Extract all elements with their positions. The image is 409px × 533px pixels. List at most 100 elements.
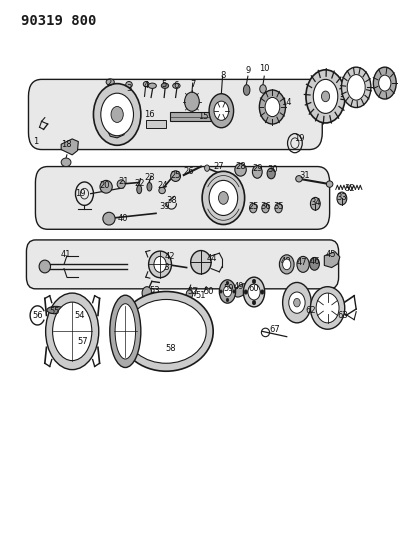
FancyBboxPatch shape bbox=[28, 79, 321, 150]
Text: 27: 27 bbox=[213, 162, 223, 171]
Text: 53: 53 bbox=[149, 286, 160, 295]
Text: 20: 20 bbox=[99, 181, 110, 190]
Ellipse shape bbox=[106, 79, 114, 85]
Ellipse shape bbox=[341, 67, 370, 108]
Ellipse shape bbox=[148, 251, 171, 278]
Text: 58: 58 bbox=[164, 344, 175, 353]
Text: 19: 19 bbox=[75, 189, 85, 198]
Text: 9: 9 bbox=[245, 67, 250, 75]
Text: 34: 34 bbox=[309, 198, 320, 207]
Ellipse shape bbox=[293, 298, 299, 307]
Text: 42: 42 bbox=[164, 253, 175, 261]
Polygon shape bbox=[61, 139, 78, 155]
Ellipse shape bbox=[190, 251, 211, 274]
Ellipse shape bbox=[282, 259, 290, 270]
Text: 6: 6 bbox=[173, 81, 179, 90]
Text: 4: 4 bbox=[143, 81, 148, 90]
Ellipse shape bbox=[260, 290, 263, 294]
Ellipse shape bbox=[232, 290, 235, 293]
Polygon shape bbox=[324, 252, 339, 268]
Text: 14: 14 bbox=[281, 98, 291, 107]
Text: 52: 52 bbox=[187, 287, 197, 296]
Text: 11: 11 bbox=[379, 76, 389, 85]
Ellipse shape bbox=[321, 91, 329, 102]
Ellipse shape bbox=[209, 180, 237, 215]
Text: 29: 29 bbox=[252, 164, 263, 173]
Text: 63: 63 bbox=[337, 311, 348, 320]
Text: 10: 10 bbox=[258, 64, 269, 73]
Ellipse shape bbox=[202, 171, 244, 224]
Ellipse shape bbox=[326, 181, 332, 187]
Text: 18: 18 bbox=[61, 140, 71, 149]
Ellipse shape bbox=[243, 85, 249, 95]
Text: 59: 59 bbox=[223, 284, 234, 293]
Ellipse shape bbox=[247, 284, 260, 300]
Ellipse shape bbox=[310, 287, 344, 329]
Text: 43: 43 bbox=[159, 263, 170, 272]
Text: 12: 12 bbox=[350, 80, 361, 89]
Text: 32: 32 bbox=[344, 184, 355, 193]
Text: 5: 5 bbox=[161, 79, 166, 88]
Ellipse shape bbox=[223, 286, 231, 297]
Ellipse shape bbox=[100, 180, 112, 193]
Ellipse shape bbox=[259, 90, 285, 124]
Ellipse shape bbox=[115, 304, 135, 359]
Ellipse shape bbox=[126, 82, 132, 88]
Ellipse shape bbox=[309, 257, 319, 270]
Text: 21: 21 bbox=[118, 177, 128, 186]
Text: 61: 61 bbox=[293, 299, 303, 308]
Ellipse shape bbox=[170, 171, 180, 181]
Ellipse shape bbox=[119, 292, 213, 371]
Text: 55: 55 bbox=[49, 307, 60, 316]
Text: 47: 47 bbox=[296, 259, 306, 267]
Text: 51: 51 bbox=[195, 291, 206, 300]
Ellipse shape bbox=[265, 98, 279, 117]
Ellipse shape bbox=[101, 93, 133, 136]
Text: 56: 56 bbox=[32, 311, 43, 320]
Text: 90319 800: 90319 800 bbox=[21, 14, 96, 28]
Ellipse shape bbox=[39, 260, 50, 273]
Ellipse shape bbox=[103, 212, 115, 225]
Ellipse shape bbox=[213, 101, 228, 120]
Ellipse shape bbox=[243, 277, 264, 307]
Ellipse shape bbox=[252, 165, 262, 178]
Ellipse shape bbox=[282, 282, 310, 323]
Text: 23: 23 bbox=[144, 173, 155, 182]
Ellipse shape bbox=[137, 185, 142, 193]
Text: 46: 46 bbox=[309, 257, 320, 265]
Ellipse shape bbox=[261, 203, 268, 213]
Ellipse shape bbox=[161, 83, 168, 88]
Text: 8: 8 bbox=[219, 70, 225, 79]
Ellipse shape bbox=[259, 85, 265, 93]
Ellipse shape bbox=[93, 84, 141, 146]
Text: 17: 17 bbox=[106, 124, 117, 133]
Ellipse shape bbox=[218, 191, 228, 204]
Ellipse shape bbox=[226, 281, 228, 285]
Text: 62: 62 bbox=[304, 305, 315, 314]
Text: 57: 57 bbox=[77, 337, 88, 346]
Ellipse shape bbox=[172, 83, 180, 88]
Ellipse shape bbox=[244, 290, 247, 294]
Text: 35: 35 bbox=[272, 202, 283, 211]
Text: 31: 31 bbox=[298, 171, 309, 180]
Ellipse shape bbox=[279, 255, 293, 274]
Polygon shape bbox=[108, 124, 124, 138]
Bar bbox=[170, 112, 211, 122]
Ellipse shape bbox=[143, 82, 148, 87]
Ellipse shape bbox=[61, 158, 71, 166]
Ellipse shape bbox=[378, 75, 390, 91]
Ellipse shape bbox=[295, 175, 301, 182]
Text: 26: 26 bbox=[183, 167, 193, 176]
Text: 19: 19 bbox=[293, 134, 303, 143]
Ellipse shape bbox=[184, 92, 199, 111]
Ellipse shape bbox=[146, 182, 151, 191]
Text: 13: 13 bbox=[321, 87, 332, 96]
Text: 54: 54 bbox=[74, 311, 85, 320]
Ellipse shape bbox=[249, 203, 256, 213]
Text: 67: 67 bbox=[268, 325, 279, 334]
Text: 38: 38 bbox=[166, 196, 176, 205]
Text: 25: 25 bbox=[248, 202, 258, 211]
Ellipse shape bbox=[252, 279, 255, 284]
Ellipse shape bbox=[252, 301, 255, 305]
Text: 30: 30 bbox=[266, 165, 277, 174]
